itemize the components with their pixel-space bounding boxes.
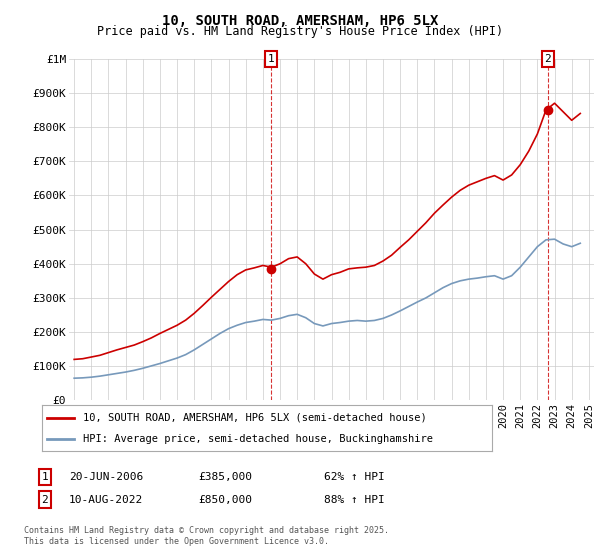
Text: 62% ↑ HPI: 62% ↑ HPI xyxy=(324,472,385,482)
Text: Price paid vs. HM Land Registry's House Price Index (HPI): Price paid vs. HM Land Registry's House … xyxy=(97,25,503,38)
Text: 2: 2 xyxy=(544,54,551,64)
Text: 20-JUN-2006: 20-JUN-2006 xyxy=(69,472,143,482)
Text: 10, SOUTH ROAD, AMERSHAM, HP6 5LX: 10, SOUTH ROAD, AMERSHAM, HP6 5LX xyxy=(162,14,438,28)
Text: 88% ↑ HPI: 88% ↑ HPI xyxy=(324,494,385,505)
Text: Contains HM Land Registry data © Crown copyright and database right 2025.
This d: Contains HM Land Registry data © Crown c… xyxy=(24,526,389,546)
Text: 1: 1 xyxy=(268,54,274,64)
Text: 1: 1 xyxy=(41,472,49,482)
Text: 10-AUG-2022: 10-AUG-2022 xyxy=(69,494,143,505)
Text: £850,000: £850,000 xyxy=(198,494,252,505)
Text: 10, SOUTH ROAD, AMERSHAM, HP6 5LX (semi-detached house): 10, SOUTH ROAD, AMERSHAM, HP6 5LX (semi-… xyxy=(83,413,426,423)
Text: HPI: Average price, semi-detached house, Buckinghamshire: HPI: Average price, semi-detached house,… xyxy=(83,435,433,444)
Text: £385,000: £385,000 xyxy=(198,472,252,482)
Text: 2: 2 xyxy=(41,494,49,505)
